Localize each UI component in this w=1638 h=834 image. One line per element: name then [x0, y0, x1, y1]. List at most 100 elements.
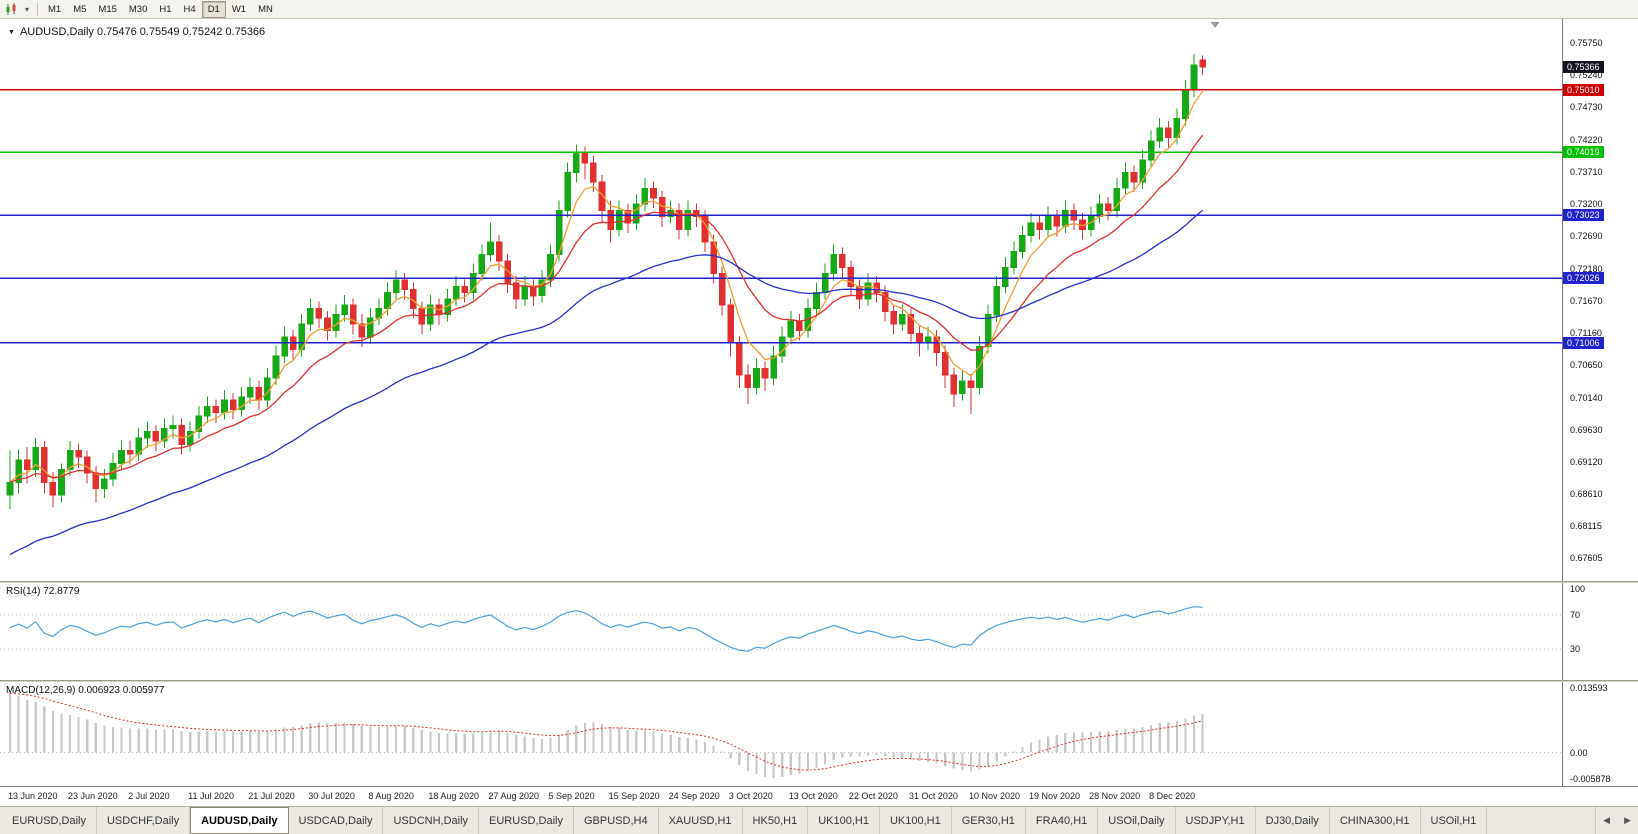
- tab-dj30-daily[interactable]: DJ30,Daily: [1256, 807, 1330, 834]
- tab-xauusd-h1[interactable]: XAUUSD,H1: [659, 807, 743, 834]
- ma-mid-red: [9, 134, 1204, 483]
- macd-plot-area[interactable]: MACD(12,26,9) 0.006923 0.005977: [0, 682, 1563, 786]
- moving-averages: [9, 90, 1204, 556]
- tab-scroll-arrows: ◀ ▶: [1595, 807, 1638, 834]
- tab-scroll-left[interactable]: ◀: [1603, 815, 1611, 825]
- candlestick-chart-icon[interactable]: [3, 2, 21, 17]
- tab-usdjpy-h1[interactable]: USDJPY,H1: [1176, 807, 1256, 834]
- timeframe-toolbar: ▾ M1 M5 M15 M30 H1 H4 D1 W1 MN: [0, 0, 1638, 19]
- date-label: 13 Oct 2020: [788, 791, 838, 801]
- price-axis-label: 0.70140: [1570, 392, 1603, 403]
- macd-histogram: [8, 693, 1204, 778]
- chart-shift-marker: [1210, 22, 1220, 28]
- date-label: 8 Aug 2020: [368, 791, 414, 801]
- date-label: 15 Sep 2020: [608, 791, 660, 801]
- rsi-level-label: 70: [1570, 609, 1581, 620]
- price-axis-label: 0.72690: [1570, 231, 1603, 242]
- price-level-badge: 0.73023: [1563, 209, 1604, 222]
- macd-level-label: 0.013593: [1570, 683, 1608, 693]
- macd-axis[interactable]: 0.013593 0.00 -0.005878: [1563, 682, 1638, 786]
- rsi-panel: RSI(14) 72.8779 100 70 30: [0, 583, 1638, 680]
- price-axis-label: 0.71160: [1570, 328, 1602, 339]
- date-label: 3 Oct 2020: [728, 791, 773, 801]
- tab-usdcad-daily[interactable]: USDCAD,Daily: [289, 807, 384, 834]
- tab-fra40-h1[interactable]: FRA40,H1: [1026, 807, 1099, 834]
- timeframe-mn[interactable]: MN: [258, 3, 273, 15]
- rsi-plot-area[interactable]: RSI(14) 72.8779: [0, 583, 1563, 680]
- tab-usoil-daily[interactable]: USOil,Daily: [1098, 807, 1176, 834]
- ma-fast-orange: [9, 90, 1204, 483]
- macd-label: MACD(12,26,9) 0.006923 0.005977: [6, 685, 165, 696]
- date-label: 11 Jul 2020: [188, 791, 235, 801]
- price-axis-label: 0.75240: [1570, 70, 1603, 81]
- horizontal-level-lines: [0, 88, 1562, 344]
- candlestick-glyph: [6, 2, 16, 15]
- main-chart-panel: ▼ AUDUSD,Daily 0.75476 0.75549 0.75242 0…: [0, 19, 1638, 581]
- price-plot-area[interactable]: ▼ AUDUSD,Daily 0.75476 0.75549 0.75242 0…: [0, 19, 1563, 581]
- price-level-badge: 0.71006: [1563, 336, 1604, 349]
- panel-splitter-rsi[interactable]: [0, 581, 1638, 583]
- date-label: 13 Jun 2020: [8, 791, 58, 801]
- ohlc-text: AUDUSD,Daily 0.75476 0.75549 0.75242 0.7…: [19, 26, 266, 38]
- tab-gbpusd-h4[interactable]: GBPUSD,H4: [574, 807, 659, 834]
- price-level-badge: 0.74019: [1563, 146, 1604, 159]
- date-label: 21 Jul 2020: [248, 791, 295, 801]
- timeframe-m1[interactable]: M1: [48, 3, 62, 15]
- tab-usdcnh-daily[interactable]: USDCNH,Daily: [383, 807, 480, 834]
- date-label: 27 Aug 2020: [488, 791, 540, 801]
- price-axis-label: 0.73710: [1570, 166, 1603, 177]
- price-axis-label: 0.69120: [1570, 457, 1603, 468]
- price-axis[interactable]: 0.75750 0.75240 0.74730 0.74220 0.73710 0.732…: [1563, 19, 1638, 581]
- tab-usoil-h1[interactable]: USOil,H1: [1421, 807, 1488, 834]
- symbol-triangle-icon: ▼: [8, 28, 15, 36]
- timeframe-w1[interactable]: W1: [231, 3, 247, 15]
- timeframe-m15[interactable]: M15: [98, 3, 117, 15]
- tab-uk100-h1[interactable]: UK100,H1: [808, 807, 880, 834]
- rsi-level-label: 100: [1570, 584, 1586, 594]
- price-chart[interactable]: [0, 19, 1563, 581]
- time-axis[interactable]: 13 Jun 2020 23 Jun 2020 2 Jul 2020 11 Jul 2…: [0, 786, 1638, 806]
- chart-tabs-bar: EURUSD,Daily USDCHF,Daily AUDUSD,Daily USDC…: [0, 806, 1638, 834]
- tab-eurusd-daily[interactable]: EURUSD,Daily: [2, 807, 97, 834]
- rsi-chart[interactable]: [0, 583, 1563, 680]
- macd-chart[interactable]: [0, 682, 1563, 786]
- price-axis-label: 0.74220: [1570, 134, 1603, 145]
- tab-china300-h1[interactable]: CHINA300,H1: [1330, 807, 1421, 834]
- timeframe-m5[interactable]: M5: [73, 3, 87, 15]
- macd-signal-line: [9, 692, 1203, 771]
- date-label: 31 Oct 2020: [908, 791, 958, 801]
- price-axis-label: 0.71670: [1570, 295, 1603, 306]
- price-axis-label: 0.68115: [1570, 520, 1602, 531]
- rsi-line: [9, 606, 1203, 652]
- date-label: 10 Nov 2020: [968, 791, 1020, 801]
- price-axis-label: 0.67605: [1570, 552, 1603, 563]
- tab-scroll-right[interactable]: ▶: [1624, 815, 1631, 825]
- date-label: 22 Oct 2020: [848, 791, 898, 801]
- price-axis-label: 0.72180: [1570, 263, 1603, 274]
- price-axis-label: 0.70650: [1570, 360, 1603, 371]
- tab-hk50-h1[interactable]: HK50,H1: [743, 807, 809, 834]
- tab-eurusd-daily[interactable]: EURUSD,Daily: [479, 807, 574, 834]
- tab-usdchf-daily[interactable]: USDCHF,Daily: [97, 807, 191, 834]
- candles: [6, 54, 1206, 509]
- price-level-badge: 0.72026: [1563, 272, 1604, 285]
- timeframe-h1[interactable]: H1: [159, 3, 172, 15]
- tab-uk100-h1[interactable]: UK100,H1: [880, 807, 952, 834]
- panel-splitter-macd[interactable]: [0, 680, 1638, 682]
- date-label: 30 Jul 2020: [308, 791, 355, 801]
- price-level-badge: 0.75010: [1563, 83, 1604, 96]
- date-label: 2 Jul 2020: [128, 791, 170, 801]
- current-price-badge: 0.75366: [1563, 61, 1604, 74]
- timeframe-h4[interactable]: H4: [183, 3, 196, 15]
- chart-type-dropdown-caret-icon[interactable]: ▾: [24, 4, 29, 14]
- timeframe-m30[interactable]: M30: [128, 3, 148, 15]
- date-label: 8 Dec 2020: [1149, 791, 1196, 801]
- toolbar-separator: [37, 2, 38, 16]
- rsi-axis[interactable]: 100 70 30: [1563, 583, 1638, 680]
- tab-ger30-h1[interactable]: GER30,H1: [952, 807, 1026, 834]
- tab-audusd-daily[interactable]: AUDUSD,Daily: [190, 807, 289, 834]
- macd-panel: MACD(12,26,9) 0.006923 0.005977 0.013593…: [0, 682, 1638, 786]
- ma-slow-blue: [9, 209, 1204, 556]
- rsi-level-label: 30: [1570, 644, 1581, 655]
- timeframe-d1[interactable]: D1: [201, 0, 226, 18]
